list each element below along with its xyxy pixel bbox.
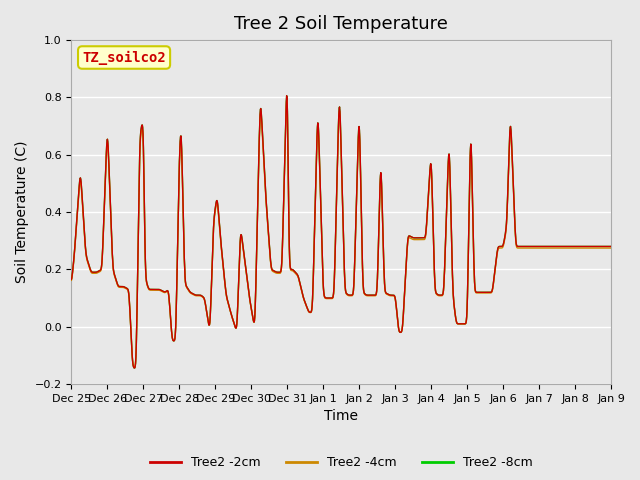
Tree2 -4cm [68, 277, 76, 283]
Tree2 -4cm [248, 311, 256, 317]
Tree2 -4cm [544, 245, 552, 251]
Line: Tree2 -4cm: Tree2 -4cm [72, 100, 611, 367]
Tree2 -2cm [426, 173, 433, 179]
Tree2 -4cm [283, 97, 291, 103]
Tree2 -8cm [188, 290, 196, 296]
Tree2 -4cm [131, 364, 138, 370]
Tree2 -2cm [248, 311, 256, 316]
Tree2 -8cm [68, 276, 76, 282]
Tree2 -4cm [426, 176, 433, 182]
Tree2 -8cm [248, 311, 256, 316]
Tree2 -8cm [426, 173, 433, 179]
Tree2 -2cm [188, 290, 196, 296]
Tree2 -4cm [607, 245, 615, 251]
Legend: Tree2 -2cm, Tree2 -4cm, Tree2 -8cm: Tree2 -2cm, Tree2 -4cm, Tree2 -8cm [145, 451, 538, 474]
Line: Tree2 -8cm: Tree2 -8cm [72, 96, 611, 368]
Text: TZ_soilco2: TZ_soilco2 [82, 50, 166, 65]
Tree2 -2cm [283, 93, 291, 98]
Tree2 -8cm [496, 243, 504, 249]
Tree2 -4cm [496, 245, 504, 251]
Tree2 -2cm [175, 189, 182, 195]
Y-axis label: Soil Temperature (C): Soil Temperature (C) [15, 141, 29, 283]
Tree2 -8cm [283, 93, 291, 98]
Tree2 -8cm [544, 243, 552, 249]
Tree2 -8cm [175, 189, 182, 195]
Tree2 -2cm [68, 276, 76, 282]
Tree2 -2cm [544, 243, 552, 249]
Title: Tree 2 Soil Temperature: Tree 2 Soil Temperature [234, 15, 448, 33]
Tree2 -8cm [131, 365, 138, 371]
Tree2 -8cm [607, 243, 615, 249]
Tree2 -2cm [607, 243, 615, 249]
Tree2 -4cm [188, 291, 196, 297]
Tree2 -2cm [496, 243, 504, 249]
Tree2 -2cm [131, 365, 138, 371]
Tree2 -4cm [175, 192, 182, 198]
X-axis label: Time: Time [324, 409, 358, 423]
Line: Tree2 -2cm: Tree2 -2cm [72, 96, 611, 368]
